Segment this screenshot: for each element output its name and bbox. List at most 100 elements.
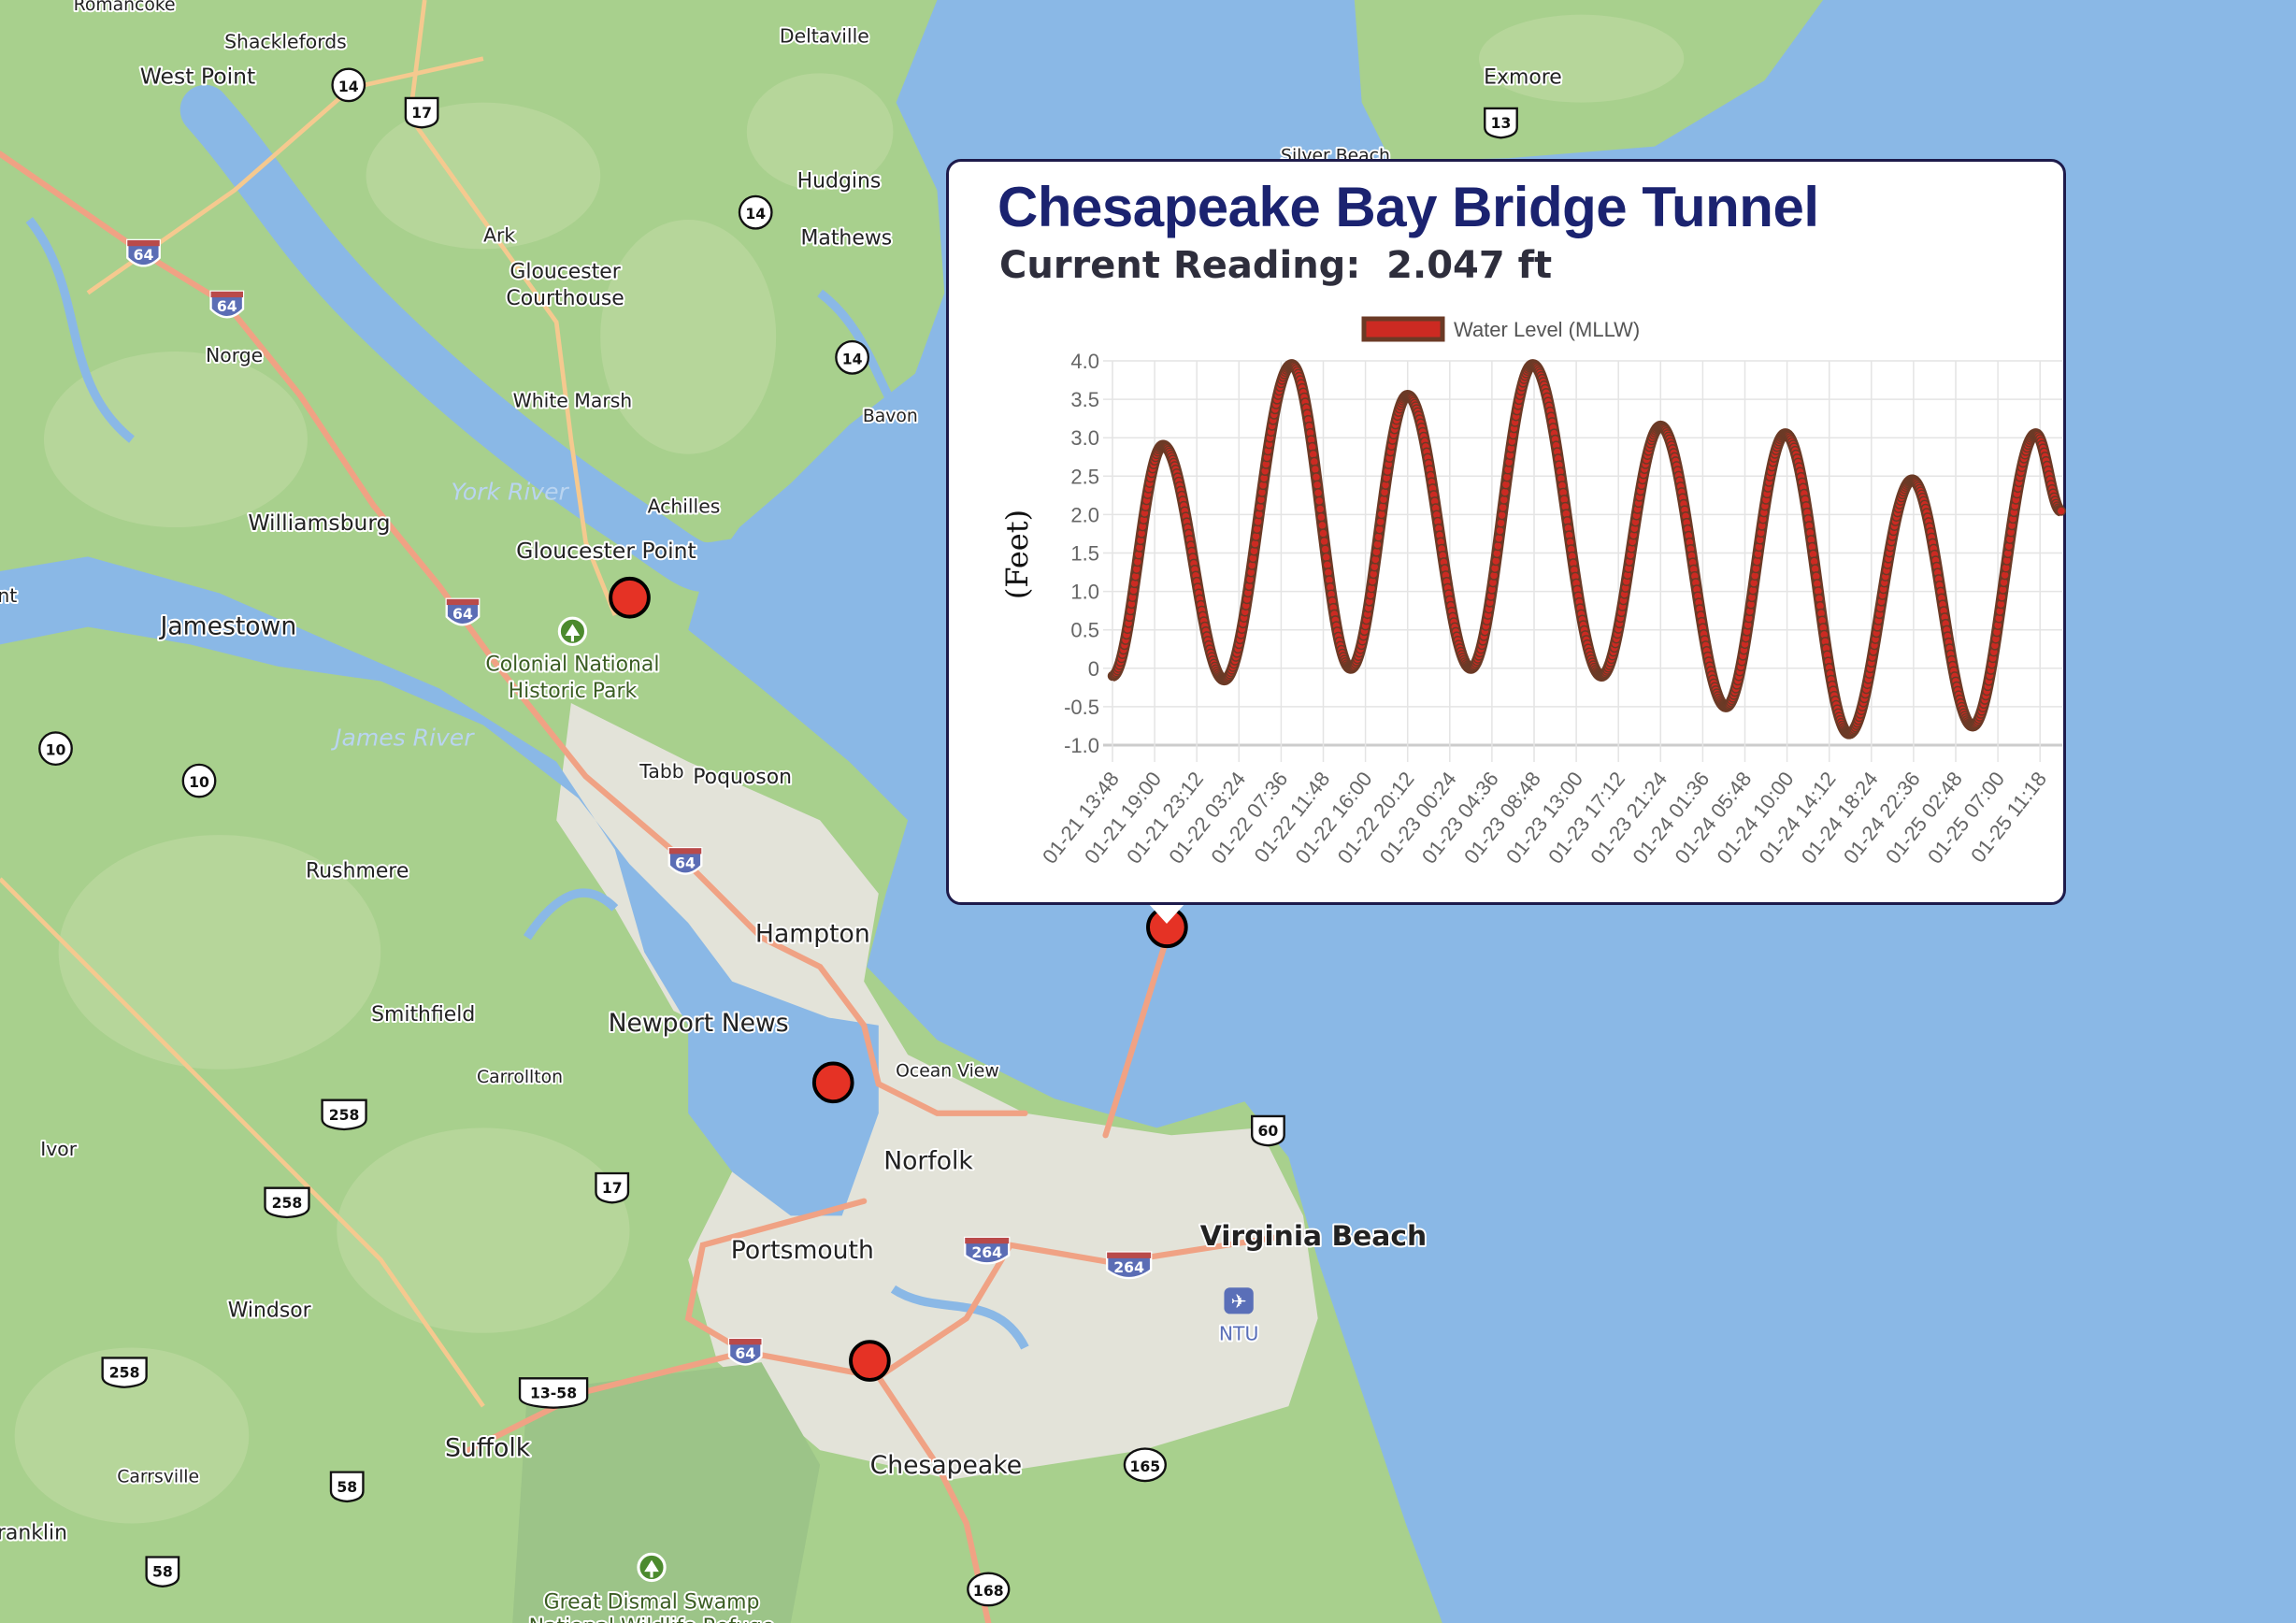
map-label: Newport News (609, 1009, 789, 1038)
map-label-park: Colonial National (485, 654, 659, 677)
map-label: White Marsh (513, 390, 633, 412)
svg-text:64: 64 (217, 297, 237, 315)
state-shield-14: 14 (738, 194, 773, 230)
map-label: nt (0, 584, 17, 607)
y-axis-label: (Feet) (999, 510, 1035, 599)
data-point (1320, 544, 1330, 554)
map-label-airport: NTU (1219, 1323, 1259, 1345)
data-point (1311, 472, 1322, 482)
map-label: Portsmouth (731, 1236, 874, 1265)
map-label: Shacklefords (224, 31, 347, 53)
interstate-shield-64: 64 (445, 597, 481, 626)
interstate-shield-264: 264 (1105, 1251, 1153, 1280)
data-point (1316, 511, 1327, 523)
map-label: Achilles (648, 495, 721, 517)
map-label: Chesapeake (870, 1451, 1022, 1480)
svg-text:168: 168 (973, 1582, 1004, 1600)
interstate-shield-64: 64 (727, 1337, 763, 1366)
route-shields: 64 64 64 64 64 264 264 17 17 258 258 258 13 60 58 58 13-… (38, 67, 1518, 1607)
y-tick-label: 1.5 (1070, 542, 1099, 566)
data-point (1319, 536, 1329, 547)
map-label: Suffolk (445, 1433, 531, 1462)
map-label: ranklin (0, 1522, 67, 1545)
york-river (179, 84, 757, 593)
svg-text:64: 64 (675, 854, 696, 871)
us-shield-258: 258 (264, 1186, 310, 1219)
map-label: Bavon (863, 407, 918, 426)
svg-text:14: 14 (745, 205, 766, 223)
station-marker[interactable] (849, 1340, 891, 1382)
svg-text:258: 258 (109, 1364, 140, 1382)
svg-text:13: 13 (1491, 114, 1512, 132)
map-label: Norge (206, 344, 263, 366)
station-marker[interactable] (811, 1061, 854, 1104)
svg-text:17: 17 (411, 104, 432, 122)
state-shield-14: 14 (835, 339, 870, 375)
svg-text:14: 14 (842, 350, 863, 367)
y-tick-label: 2.5 (1070, 465, 1099, 488)
station-marker[interactable] (609, 576, 651, 619)
map-label: Ark (483, 224, 515, 247)
map-label: West Point (140, 63, 255, 89)
map-label: Poquoson (693, 766, 792, 789)
james-river (0, 556, 879, 1113)
legend[interactable]: Water Level (MLLW) (1361, 316, 1640, 342)
map-label: Norfolk (883, 1146, 973, 1175)
map-label: Williamsburg (248, 510, 390, 536)
interstate-shield-64: 64 (667, 846, 703, 875)
y-tick-label: 0.5 (1070, 619, 1099, 642)
map-label: Deltaville (780, 24, 869, 47)
interstate-shield-264: 264 (964, 1236, 1011, 1265)
svg-text:64: 64 (134, 246, 154, 264)
data-point (1315, 504, 1326, 514)
legend-label: Water Level (MLLW) (1454, 318, 1640, 341)
y-tick-label: -1.0 (1064, 734, 1099, 757)
park-icon (557, 616, 588, 646)
svg-text:✈: ✈ (1231, 1290, 1247, 1313)
map-label: Tabb (639, 760, 683, 783)
svg-text:165: 165 (1130, 1458, 1161, 1475)
map-label: Smithfield (371, 1003, 475, 1027)
station-popup: Chesapeake Bay Bridge Tunnel Current Rea… (946, 159, 2066, 905)
y-tick-label: 2.0 (1070, 503, 1099, 526)
creeks (25, 217, 1029, 1350)
map-label: Carrollton (477, 1068, 563, 1087)
y-axis-ticks: 4.0 3.5 3.0 2.5 2.0 1.5 1.0 0.5 0 -0.5 -1.0 (1064, 350, 1099, 757)
us-shield-13-58: 13-58 (518, 1377, 589, 1409)
svg-text:60: 60 (1258, 1122, 1279, 1140)
svg-text:264: 264 (1113, 1258, 1144, 1276)
land-texture (14, 14, 1685, 1524)
y-tick-label: 1.0 (1070, 581, 1099, 604)
map-label: Ocean View (896, 1062, 999, 1082)
svg-text:14: 14 (338, 78, 359, 95)
state-shield-10: 10 (181, 763, 217, 798)
data-point (1317, 520, 1327, 531)
current-reading-label: Current Reading: (999, 244, 1361, 287)
urban-area (556, 703, 1318, 1480)
svg-text:264: 264 (971, 1243, 1002, 1261)
current-reading: Current Reading: 2.047 ft (999, 244, 1552, 287)
us-shield-258: 258 (321, 1099, 367, 1131)
svg-text:17: 17 (602, 1179, 623, 1197)
us-shield-58: 58 (329, 1471, 365, 1503)
map-label: Ivor (40, 1138, 78, 1160)
us-shield-13: 13 (1484, 107, 1518, 139)
state-shield-10: 10 (38, 731, 73, 767)
map-label: Courthouse (506, 287, 624, 310)
map-label: Exmore (1484, 65, 1562, 89)
svg-text:13-58: 13-58 (530, 1385, 577, 1402)
data-series (1107, 359, 2066, 740)
y-tick-label: -0.5 (1064, 696, 1099, 719)
map-label-park: Great Dismal Swamp (544, 1590, 760, 1614)
map-label: Virginia Beach (1200, 1220, 1427, 1253)
state-shield-14: 14 (331, 67, 366, 103)
map-labels: Romancoke Shacklefords West Point Deltav… (0, 0, 1564, 1623)
legend-swatch (1361, 316, 1445, 342)
park-icon (637, 1552, 667, 1583)
popup-pointer (1148, 903, 1185, 924)
data-point (1313, 488, 1324, 498)
map-label: Rushmere (306, 860, 409, 883)
svg-text:258: 258 (272, 1194, 303, 1212)
data-point (1318, 528, 1328, 539)
